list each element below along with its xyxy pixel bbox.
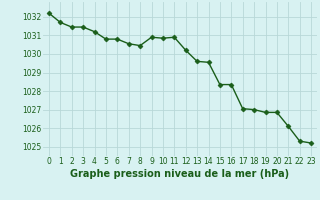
X-axis label: Graphe pression niveau de la mer (hPa): Graphe pression niveau de la mer (hPa) [70, 169, 290, 179]
